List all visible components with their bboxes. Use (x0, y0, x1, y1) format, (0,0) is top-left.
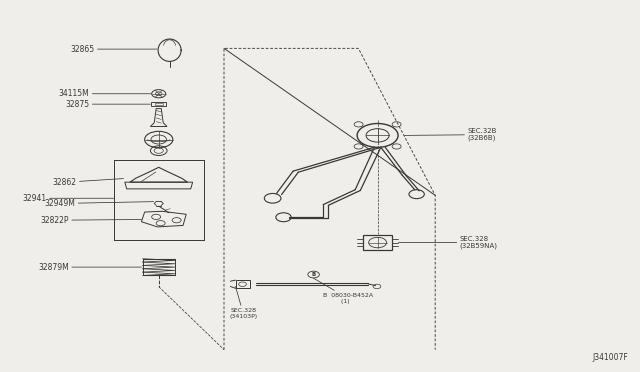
Text: 32879M: 32879M (38, 263, 141, 272)
Text: J341007F: J341007F (593, 353, 628, 362)
Text: SEC.328
(32B59NA): SEC.328 (32B59NA) (398, 236, 497, 249)
Text: 32949M: 32949M (45, 199, 154, 208)
Text: 32941: 32941 (22, 194, 114, 203)
Text: 32865: 32865 (70, 45, 157, 54)
Text: B: B (312, 272, 316, 277)
Text: SEC.328
(34103P): SEC.328 (34103P) (229, 286, 257, 319)
Bar (236, 280, 250, 288)
Text: B  08030-B452A
         (1): B 08030-B452A (1) (314, 278, 373, 304)
Text: SEC.32B
(32B6B): SEC.32B (32B6B) (404, 128, 497, 141)
Bar (364, 235, 392, 250)
Text: 32875: 32875 (65, 100, 150, 109)
Text: 32862: 32862 (52, 178, 124, 187)
Text: 32822P: 32822P (40, 216, 141, 225)
Bar (151, 102, 166, 106)
Bar (155, 103, 163, 105)
Text: 34115M: 34115M (59, 89, 151, 98)
